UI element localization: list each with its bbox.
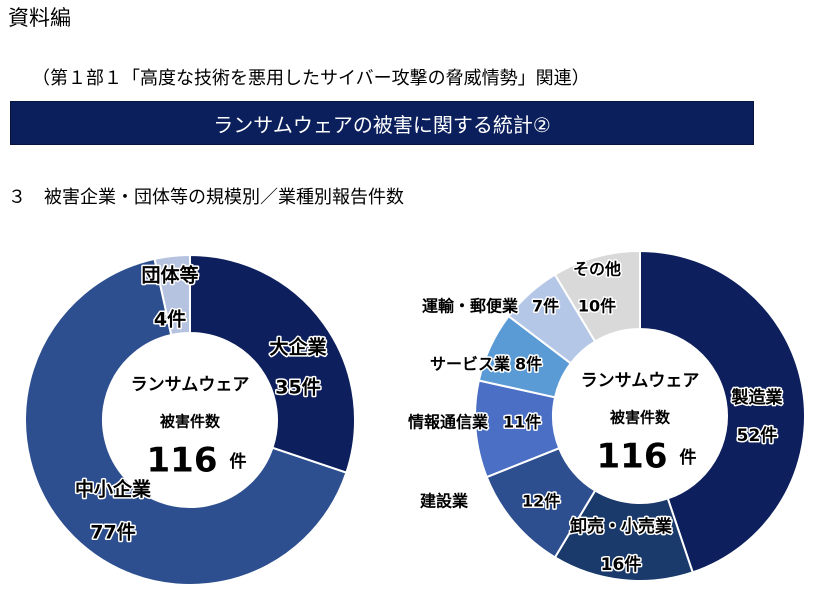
center-total: 116 (147, 441, 218, 481)
category-label: 情報通信業 (408, 413, 489, 432)
center-unit: 件 (680, 447, 697, 468)
value-label: 77件 (90, 521, 135, 544)
page-header: 資料編 (8, 6, 71, 30)
category-label: 大企業 (269, 336, 327, 359)
center-subtitle: 被害件数 (160, 413, 221, 431)
category-label: 中小企業 (75, 478, 152, 501)
donut-slice (153, 253, 191, 337)
category-label: その他 (573, 260, 621, 279)
value-label: 12件 (522, 492, 560, 511)
category-label: 卸売・小売業 (570, 516, 672, 537)
value-label: 52件 (737, 425, 778, 446)
value-label: 11件 (503, 413, 541, 432)
value-label: 35件 (275, 376, 320, 399)
center-total: 116 (597, 437, 668, 477)
value-label: 7件 (532, 297, 559, 316)
value-label: 10件 (578, 297, 616, 316)
donut-slice (553, 249, 641, 343)
value-label: 16件 (601, 554, 642, 575)
category-label: 製造業 (731, 387, 783, 408)
section-title: ３ 被害企業・団体等の規模別／業種別報告件数 (8, 187, 404, 208)
category-label: 建設業 (420, 492, 469, 511)
title-banner: ランサムウェアの被害に関する統計② (10, 101, 754, 145)
center-subtitle: 被害件数 (610, 409, 671, 427)
value-label: 8件 (515, 355, 542, 374)
value-label: 4件 (154, 308, 186, 331)
subtitle: （第１部１「高度な技術を悪用したサイバー攻撃の脅威情勢」関連） (32, 68, 590, 89)
center-title: ランサムウェア (131, 375, 250, 395)
donut-slice (24, 257, 348, 586)
category-label: 運輸・郵便業 (422, 297, 519, 316)
donut-slice (639, 249, 806, 574)
center-title: ランサムウェア (581, 371, 700, 391)
category-label: 団体等 (141, 264, 198, 287)
donut-slice (189, 253, 356, 474)
center-unit: 件 (230, 451, 247, 472)
category-label: サービス業 (430, 355, 511, 374)
